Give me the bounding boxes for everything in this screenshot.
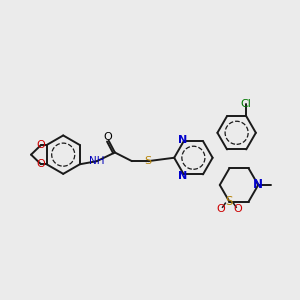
Text: N: N (178, 171, 187, 181)
Text: S: S (145, 156, 152, 166)
Text: O: O (216, 204, 225, 214)
Text: S: S (226, 195, 233, 208)
Text: NH: NH (89, 156, 105, 166)
Text: O: O (104, 132, 112, 142)
Text: O: O (37, 140, 45, 150)
Text: O: O (234, 204, 242, 214)
Text: O: O (37, 159, 45, 169)
Text: N: N (253, 178, 263, 191)
Text: N: N (178, 135, 187, 145)
Text: Cl: Cl (241, 99, 252, 110)
